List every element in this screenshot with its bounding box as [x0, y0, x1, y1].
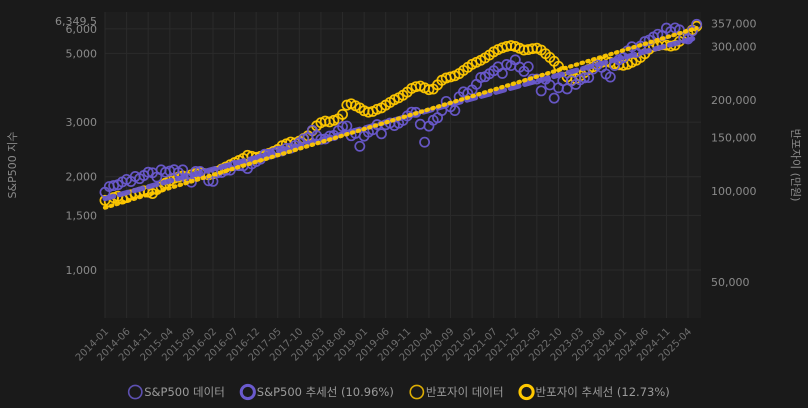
data-point-marker: [207, 175, 219, 187]
chart-legend: S&P500 데이터 S&P500 추세선 (10.96%) 반포자이 데이터 반포자…: [127, 383, 670, 401]
data-point-marker: [501, 59, 513, 70]
y-right-tick-label: 100,000: [711, 185, 757, 198]
data-point-marker: [583, 72, 595, 83]
trendline-banpo_trend: [102, 26, 699, 210]
data-point-marker: [496, 67, 508, 79]
y-left-tick-label: 3,000: [66, 116, 98, 129]
y-right-tick-label: 300,000: [711, 40, 757, 53]
y-left-tick-label: 1,000: [66, 264, 98, 277]
legend-marker: [409, 384, 425, 400]
data-point-marker: [475, 72, 487, 83]
y-axis-left-title: S&P500 지수: [6, 132, 19, 199]
y-left-tick-label: 1,500: [66, 209, 98, 222]
y-axis-right-title: 반포자이 (만원): [789, 129, 802, 202]
y-axis-right-ticks: 357,000 300,000 200,000 150,000 100,000 50,00…: [711, 18, 757, 289]
data-point-marker: [548, 92, 560, 104]
legend-label: S&P500 데이터: [144, 385, 225, 399]
legend-label: S&P500 추세선 (10.96%): [257, 385, 394, 399]
data-point-marker: [604, 71, 616, 83]
legend-marker: [518, 383, 535, 401]
data-point-marker: [578, 72, 590, 84]
data-point-marker: [561, 83, 573, 95]
data-point-marker: [423, 84, 435, 96]
y-right-tick-label: 50,000: [711, 276, 750, 289]
y-right-tick-label: 150,000: [711, 132, 757, 145]
legend-label: 반포자이 추세선 (12.73%): [536, 385, 670, 399]
legend-marker: [127, 384, 143, 400]
y-right-tick-label: 357,000: [711, 18, 757, 31]
y-left-tick-label: 5,000: [66, 47, 98, 60]
data-point-marker: [177, 164, 189, 176]
y-left-top-annotation: 6,349.5: [55, 15, 97, 28]
y-axis-left-ticks: 6,000 5,000 3,000 2,000 1,500 1,000 6,349.5: [55, 15, 97, 277]
data-point-marker: [337, 121, 348, 133]
data-point-marker: [354, 140, 366, 152]
series-sp500_data: [99, 18, 703, 198]
legend-marker: [239, 383, 256, 401]
y-right-tick-label: 200,000: [711, 94, 757, 107]
data-point-marker: [535, 85, 547, 97]
grid-lines: [104, 12, 701, 318]
data-point-marker: [419, 136, 431, 148]
x-axis-ticks: 2014-012014-062014-112015-042015-092016-…: [74, 326, 694, 363]
data-point-marker: [108, 180, 120, 192]
data-point-marker: [337, 108, 348, 120]
data-point-marker: [341, 120, 353, 132]
data-point-marker: [375, 128, 387, 140]
y-left-tick-label: 2,000: [66, 171, 98, 184]
data-point-marker: [522, 61, 534, 73]
y-left-tick-label: 6,000: [66, 23, 98, 36]
data-point-marker: [142, 166, 154, 178]
legend-label: 반포자이 데이터: [426, 385, 504, 399]
